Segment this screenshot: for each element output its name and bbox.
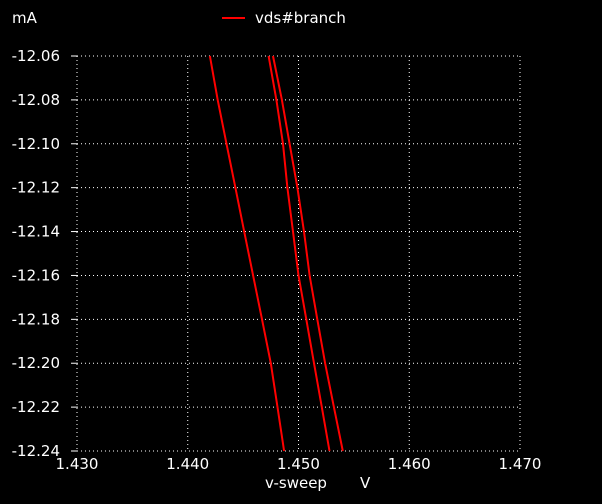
y-tick-label: -12.14 <box>12 223 60 241</box>
series-line-1 <box>208 55 286 452</box>
x-unit-label: V <box>360 474 371 492</box>
x-tick-labels: 1.430 1.440 1.450 1.460 1.470 <box>56 455 542 473</box>
y-tick-label: -12.22 <box>12 398 60 416</box>
y-tick-label: -12.10 <box>12 135 60 153</box>
grid <box>71 55 521 452</box>
x-tick-label: 1.470 <box>499 455 542 473</box>
series-line-3 <box>272 55 344 452</box>
x-tick-label: 1.440 <box>166 455 209 473</box>
y-tick-label: -12.08 <box>12 91 60 109</box>
legend-label: vds#branch <box>255 9 346 27</box>
series-layer <box>208 55 344 452</box>
x-tick-label: 1.430 <box>56 455 99 473</box>
y-tick-labels: -12.06 -12.08 -12.10 -12.12 -12.14 -12.16 -12.… <box>12 47 60 460</box>
y-tick-label: -12.24 <box>12 442 60 460</box>
y-tick-label: -12.12 <box>12 179 60 197</box>
x-tick-label: 1.460 <box>388 455 431 473</box>
y-tick-label: -12.18 <box>12 310 60 328</box>
series-line-2 <box>267 55 331 452</box>
y-tick-label: -12.16 <box>12 266 60 284</box>
y-unit-label: mA <box>12 9 38 27</box>
x-axis-label: v-sweep <box>265 474 327 492</box>
y-tick-label: -12.20 <box>12 354 60 372</box>
y-tick-label: -12.06 <box>12 47 60 65</box>
x-tick-label: 1.450 <box>277 455 320 473</box>
